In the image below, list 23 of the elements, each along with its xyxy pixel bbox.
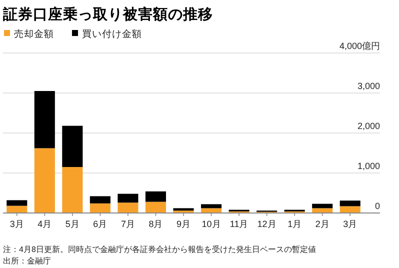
y-tick-label: 2,000 [357, 121, 380, 131]
x-tick-label: 3月 [343, 219, 358, 229]
x-tick-label: 9月 [176, 219, 191, 229]
x-tick-label: 11月 [230, 219, 248, 229]
x-tick-label: 3月 [10, 219, 24, 229]
x-tick-label: 12月 [257, 219, 276, 229]
y-tick-label: 0 [374, 201, 380, 211]
y-tick-label: 4,000億円 [339, 41, 380, 51]
x-tick-label: 6月 [93, 219, 108, 229]
chart-title: 証券口座乗っ取り被害額の推移 [2, 5, 213, 23]
y-tick-label: 1,000 [357, 161, 380, 171]
x-tick-label: 4月 [38, 219, 52, 229]
x-tick-label: 5月 [65, 219, 80, 229]
legend-label: 買い付け金額 [82, 28, 142, 40]
x-tick-label: 2月 [315, 219, 330, 229]
text: 出所：金融庁 [3, 256, 51, 266]
x-tick-label: 7月 [120, 219, 135, 229]
text: 注：4月8日更新。同時点で金融庁が各証券会社から報告を受けた発生日ベースの暫定値 [3, 245, 316, 254]
x-tick-label: 8月 [148, 219, 163, 229]
x-tick-label: 1月 [288, 219, 302, 229]
x-tick-label: 10月 [202, 219, 221, 229]
y-tick-label: 3,000 [357, 81, 380, 91]
legend-label: 売却金額 [14, 28, 54, 40]
